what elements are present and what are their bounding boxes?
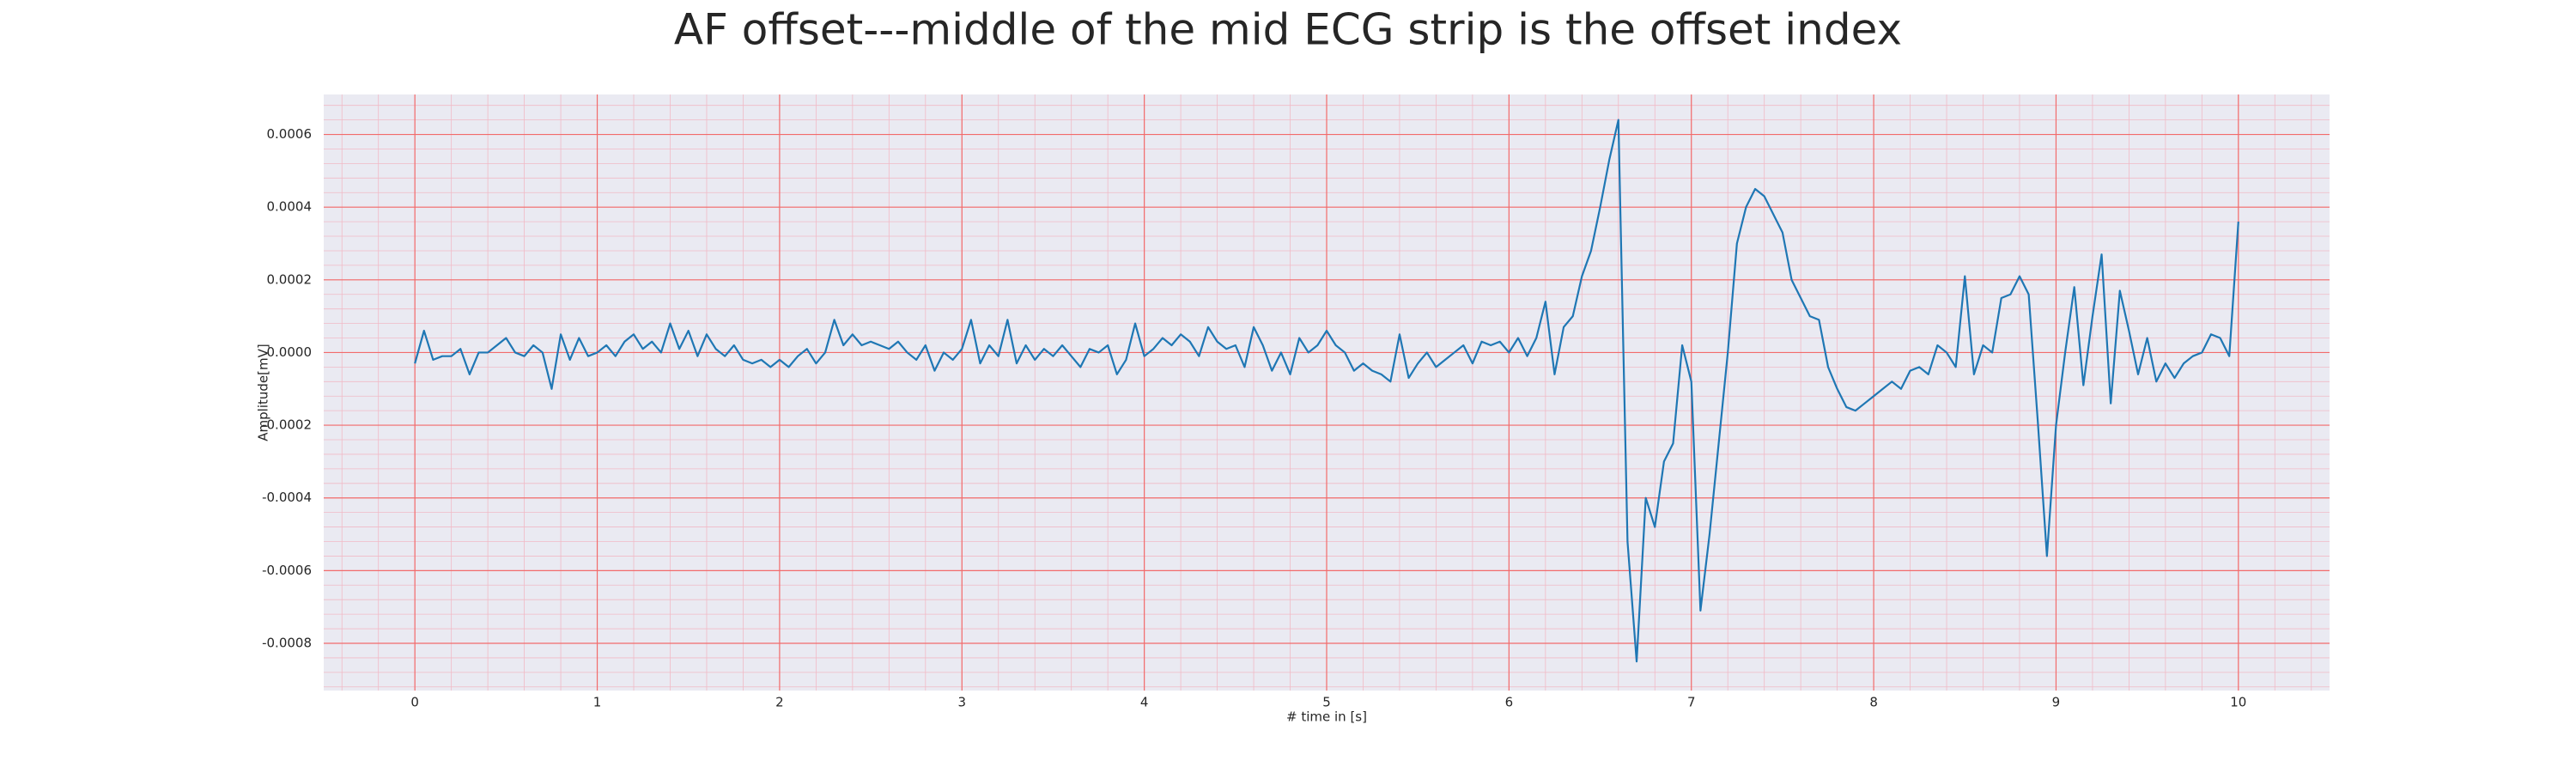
y-tick-label: 0.0002 bbox=[267, 271, 313, 287]
y-tick-label: 0.0000 bbox=[267, 344, 313, 360]
x-tick-label: 10 bbox=[2230, 695, 2246, 710]
chart-title: AF offset---middle of the mid ECG strip … bbox=[674, 5, 1902, 55]
y-tick-label: 0.0004 bbox=[267, 199, 313, 215]
x-tick-label: 7 bbox=[1687, 695, 1696, 710]
x-tick-label: 5 bbox=[1322, 695, 1331, 710]
x-tick-label: 6 bbox=[1505, 695, 1514, 710]
y-tick-label: 0.0006 bbox=[267, 126, 313, 142]
x-axis-label: # time in [s] bbox=[1286, 709, 1367, 725]
x-tick-label: 4 bbox=[1140, 695, 1149, 710]
x-tick-label: 2 bbox=[775, 695, 784, 710]
x-tick-label: 0 bbox=[410, 695, 419, 710]
y-axis-label: Amplitude[mV] bbox=[256, 344, 271, 441]
ecg-line bbox=[414, 119, 2239, 663]
y-tick-label: -0.0006 bbox=[262, 563, 312, 578]
x-tick-label: 1 bbox=[593, 695, 602, 710]
y-tick-label: -0.0008 bbox=[262, 635, 312, 650]
x-tick-label: 3 bbox=[957, 695, 966, 710]
y-tick-label: -0.0002 bbox=[262, 417, 312, 433]
x-tick-label: 9 bbox=[2052, 695, 2061, 710]
x-tick-label: 8 bbox=[1869, 695, 1878, 710]
y-tick-label: -0.0004 bbox=[262, 490, 312, 505]
